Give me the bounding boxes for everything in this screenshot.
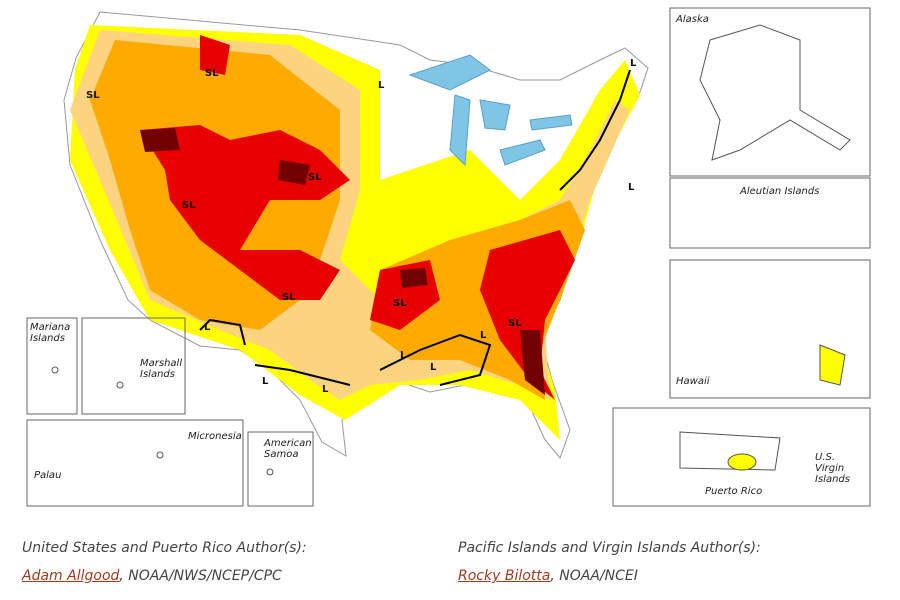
impact-label: SL	[508, 318, 522, 329]
impact-label: L	[480, 330, 487, 341]
impact-label: SL	[282, 292, 296, 303]
inset-label: Alaska	[676, 14, 709, 25]
inset-frame	[669, 7, 871, 177]
inset-shapes	[51, 24, 851, 476]
inset-label: American Samoa	[264, 438, 312, 460]
impact-label: SL	[182, 200, 196, 211]
impact-label: SL	[205, 68, 219, 79]
drought-d2	[90, 40, 585, 400]
impact-label: L	[400, 350, 407, 361]
inset-label: Marshall Islands	[140, 358, 183, 380]
inset-label: Hawaii	[676, 376, 710, 387]
impact-label: SL	[86, 90, 100, 101]
inset-label: Mariana Islands	[30, 322, 71, 344]
inset-label: Palau	[34, 470, 62, 481]
inset-frame	[669, 177, 871, 249]
author-line: Adam Allgood, NOAA/NWS/NCEP/CPC	[22, 568, 307, 584]
author-block: Pacific Islands and Virgin Islands Autho…	[458, 540, 761, 596]
author-affiliation: , NOAA/NCEI	[550, 568, 638, 584]
author-heading: United States and Puerto Rico Author(s):	[22, 540, 307, 556]
impact-label: L	[628, 182, 635, 193]
island	[51, 366, 59, 374]
impact-label: L	[378, 80, 385, 91]
inset-label: Micronesia	[188, 431, 242, 442]
map	[26, 7, 871, 507]
author-link[interactable]: Rocky Bilotta	[458, 568, 551, 584]
impact-label: L	[322, 384, 329, 395]
inset-frame	[247, 431, 314, 507]
impact-label: L	[204, 322, 211, 333]
island	[266, 468, 274, 476]
lake	[479, 99, 511, 131]
island	[156, 451, 164, 459]
author-heading: Pacific Islands and Virgin Islands Autho…	[458, 540, 761, 556]
impact-label: L	[430, 362, 437, 373]
inset-label: Puerto Rico	[705, 486, 763, 497]
impact-label: SL	[308, 172, 322, 183]
drought-areas	[70, 25, 640, 440]
author-affiliation: , NOAA/NWS/NCEP/CPC	[119, 568, 282, 584]
inset-frame	[669, 259, 871, 399]
pr-drought	[727, 453, 757, 471]
inset-frame	[26, 419, 244, 507]
impact-label: SL	[393, 298, 407, 309]
lake	[499, 139, 546, 166]
island	[116, 381, 124, 389]
inset-frames	[26, 7, 871, 507]
inset-frame	[81, 317, 186, 415]
impact-label: L	[630, 58, 637, 69]
author-link[interactable]: Adam Allgood	[22, 568, 120, 584]
hawaii-island	[819, 344, 846, 386]
inset-frame	[26, 317, 78, 415]
lake	[408, 54, 491, 91]
inset-frame	[612, 407, 871, 507]
inset-label: U.S. Virgin Islands	[815, 452, 850, 485]
lake	[529, 114, 573, 131]
impact-boundary	[199, 69, 631, 386]
alaska-outline	[699, 24, 851, 161]
lake	[449, 94, 471, 167]
inset-label: Aleutian Islands	[740, 186, 820, 197]
author-block: United States and Puerto Rico Author(s):…	[22, 540, 307, 596]
lakes	[408, 54, 573, 167]
impact-label: L	[262, 376, 269, 387]
author-line: Rocky Bilotta, NOAA/NCEI	[458, 568, 761, 584]
